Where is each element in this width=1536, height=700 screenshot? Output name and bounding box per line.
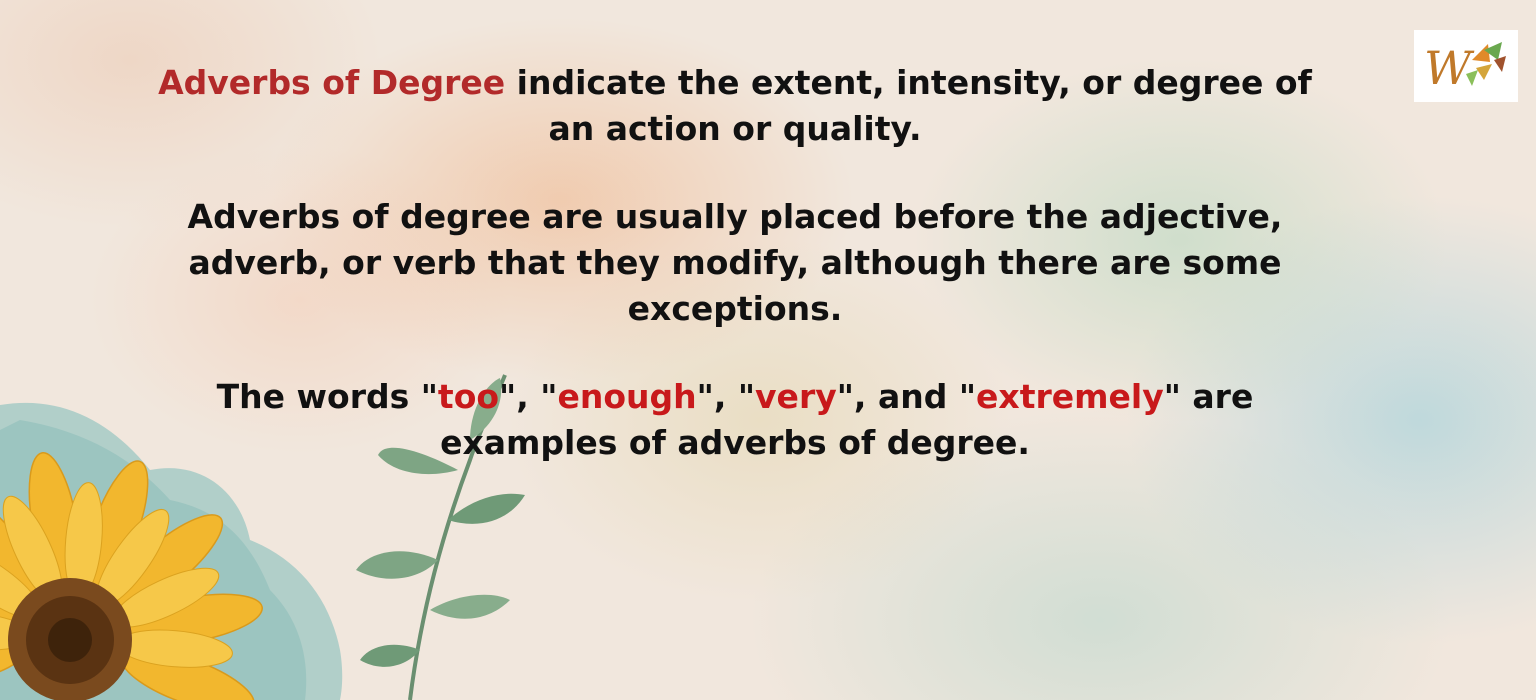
definition-paragraph: Adverbs of Degree indicate the extent, i… bbox=[150, 60, 1320, 152]
examples-text-part: ", " bbox=[696, 377, 756, 416]
examples-text-part: " are examples of adverbs of degree. bbox=[440, 377, 1254, 462]
logo-letter: W bbox=[1424, 41, 1475, 95]
sunflower-icon bbox=[0, 452, 263, 700]
leaf-branch-icon bbox=[356, 374, 525, 700]
placement-paragraph: Adverbs of degree are usually placed bef… bbox=[150, 194, 1320, 332]
example-word-too: too bbox=[437, 377, 500, 416]
placement-text: Adverbs of degree are usually placed bef… bbox=[187, 197, 1283, 328]
examples-text-part: The words " bbox=[216, 377, 438, 416]
example-word-extremely: extremely bbox=[976, 377, 1164, 416]
example-word-enough: enough bbox=[557, 377, 697, 416]
logo-icon: W bbox=[1424, 41, 1506, 95]
examples-text-part: ", and " bbox=[836, 377, 977, 416]
examples-text-part: ", " bbox=[499, 377, 558, 416]
brand-logo: W bbox=[1414, 30, 1518, 102]
definition-text: indicate the extent, intensity, or degre… bbox=[505, 63, 1312, 148]
main-text-block: Adverbs of Degree indicate the extent, i… bbox=[150, 60, 1320, 508]
example-word-very: very bbox=[755, 377, 837, 416]
examples-paragraph: The words "too", "enough", "very", and "… bbox=[150, 374, 1320, 466]
title-highlight: Adverbs of Degree bbox=[158, 63, 506, 102]
